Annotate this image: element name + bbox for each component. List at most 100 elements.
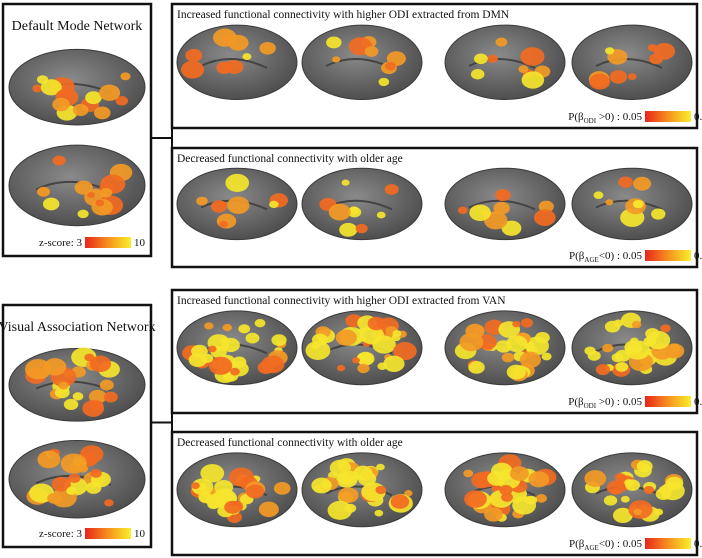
- activation-blob: [339, 222, 358, 237]
- activation-blob: [329, 459, 351, 477]
- activation-blob: [493, 201, 510, 215]
- brain-sulcus: [595, 199, 663, 211]
- activation-blob: [359, 325, 384, 345]
- colorbar: [85, 528, 131, 539]
- activation-blob: [468, 361, 485, 374]
- activation-blob: [190, 482, 200, 490]
- activation-blob: [82, 400, 105, 417]
- activation-blob: [512, 320, 521, 328]
- colorbar: [85, 237, 131, 248]
- activation-blob: [196, 196, 208, 206]
- activation-blob: [188, 352, 207, 368]
- activation-blob: [620, 495, 630, 503]
- activation-blob: [200, 464, 225, 483]
- activation-blob: [99, 188, 113, 198]
- activation-blob: [518, 65, 529, 74]
- legend-suffix: <0) : 0.05: [599, 538, 643, 550]
- activation-blob: [499, 485, 513, 496]
- brain-image: [571, 24, 693, 100]
- activation-blob: [384, 184, 399, 195]
- activation-blob: [305, 340, 331, 360]
- activation-blob: [52, 155, 66, 166]
- colorbar-label: z-score: 3: [39, 528, 83, 540]
- activation-blob: [633, 200, 642, 208]
- activation-blob: [660, 324, 671, 333]
- activation-blob: [376, 211, 386, 219]
- activation-blob: [185, 48, 203, 62]
- legend-prefix: P(β: [569, 250, 585, 262]
- activation-blob: [269, 200, 279, 209]
- activation-blob: [660, 481, 685, 501]
- activation-blob: [474, 53, 488, 65]
- activation-blob: [535, 494, 548, 503]
- activation-blob: [103, 391, 118, 403]
- brain-image: [176, 24, 298, 100]
- activation-blob: [520, 318, 534, 328]
- brain-image: [301, 24, 423, 100]
- activation-blob: [528, 471, 550, 488]
- activation-blob: [643, 485, 655, 495]
- activation-blob: [606, 480, 625, 495]
- brain-image: [8, 48, 146, 126]
- activation-blob: [602, 343, 614, 353]
- brain-image: [301, 167, 423, 241]
- activation-blob: [259, 41, 276, 55]
- activation-blob: [42, 197, 60, 211]
- activation-blob: [605, 199, 614, 206]
- activation-blob: [90, 468, 102, 478]
- colorbar: [645, 111, 691, 122]
- network-box: [1, 303, 153, 549]
- activation-blob: [615, 361, 629, 372]
- activation-blob: [593, 191, 604, 200]
- activation-blob: [47, 492, 62, 504]
- activation-blob: [364, 46, 379, 57]
- activation-blob: [180, 60, 205, 79]
- activation-blob: [469, 204, 491, 222]
- activation-blob: [647, 44, 658, 52]
- activation-blob: [84, 353, 95, 362]
- activation-blob: [355, 223, 368, 234]
- activation-blob: [604, 320, 621, 333]
- activation-blob: [646, 330, 671, 350]
- activation-blob: [322, 481, 331, 488]
- legend-sub: ODI: [584, 117, 597, 125]
- activation-blob: [605, 47, 615, 55]
- activation-blob: [519, 351, 542, 368]
- activation-blob: [222, 323, 233, 332]
- activation-blob: [347, 206, 362, 218]
- activation-blob: [204, 322, 214, 330]
- legend-label: P(βODI >0) : 0.05: [568, 396, 642, 410]
- activation-blob: [258, 501, 279, 518]
- activation-blob: [245, 332, 260, 344]
- activation-blob: [356, 351, 375, 366]
- brain-image: [444, 24, 566, 100]
- legend-max: 0.003: [694, 396, 702, 408]
- activation-blob: [654, 508, 664, 516]
- activation-blob: [227, 196, 250, 214]
- colorbar-max: 10: [134, 237, 146, 249]
- colorbar-label: z-score: 3: [39, 237, 83, 249]
- activation-blob: [628, 500, 653, 519]
- activation-blob: [225, 59, 244, 74]
- legend-sub: AGE: [584, 256, 598, 264]
- activation-blob: [87, 192, 95, 199]
- activation-blob: [336, 364, 346, 372]
- activation-blob: [524, 336, 550, 356]
- activation-blob: [37, 450, 61, 469]
- activation-blob: [521, 71, 545, 89]
- brain-sulcus: [200, 58, 268, 69]
- activation-blob: [625, 479, 641, 491]
- activation-blob: [95, 199, 105, 207]
- activation-blob: [595, 364, 611, 376]
- activation-blob: [636, 460, 653, 473]
- activation-blob: [225, 173, 250, 192]
- activation-blob: [232, 356, 247, 368]
- activation-blob: [58, 381, 69, 390]
- activation-blob: [367, 316, 386, 331]
- activation-blob: [198, 491, 213, 503]
- activation-blob: [501, 220, 522, 236]
- brain-surface: [571, 24, 693, 100]
- network-title: Visual Association Network: [0, 320, 156, 335]
- activation-blob: [60, 453, 87, 474]
